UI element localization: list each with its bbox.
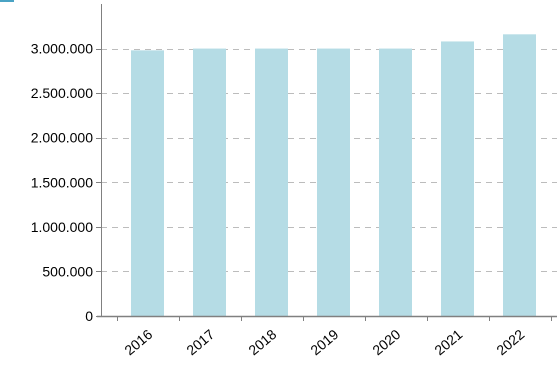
x-tick-label: 2017	[183, 326, 217, 358]
x-tick-label: 2016	[121, 326, 155, 358]
y-tick-label: 1.500.000	[31, 174, 93, 190]
y-tick-label: 3.000.000	[31, 41, 93, 57]
x-tick-label: 2021	[431, 326, 465, 358]
y-tick-label: 1.000.000	[31, 219, 93, 235]
x-tick-labels: 2016 2017 2018 2019 2020 2021 2022	[121, 326, 527, 358]
bar-2022	[503, 34, 536, 317]
y-tick-label: 500.000	[42, 263, 93, 279]
bar-2021	[441, 41, 474, 316]
corner-accent	[0, 0, 14, 2]
y-tick-labels: 0 500.000 1.000.000 1.500.000 2.000.000 2.500…	[31, 41, 94, 324]
y-tick-label: 0	[85, 308, 93, 324]
bar-2020	[379, 48, 412, 316]
y-tick-label: 2.000.000	[31, 130, 93, 146]
gridlines	[101, 49, 557, 272]
bar-2018	[255, 48, 288, 316]
bar-2016	[131, 50, 164, 317]
bars	[131, 34, 536, 317]
x-tick-label: 2020	[369, 326, 403, 358]
axes	[96, 4, 557, 321]
x-tick-label: 2022	[493, 326, 527, 358]
bar-2017	[193, 48, 226, 316]
x-tick-label: 2018	[245, 326, 279, 358]
y-tick-label: 2.500.000	[31, 85, 93, 101]
bar-2019	[317, 48, 350, 316]
x-tick-label: 2019	[307, 326, 341, 358]
